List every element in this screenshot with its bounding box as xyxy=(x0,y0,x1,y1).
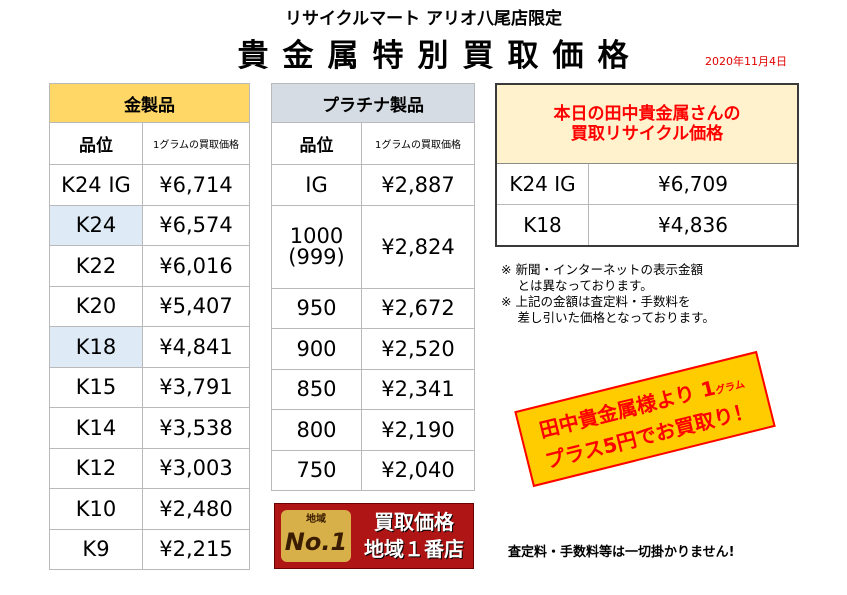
price-cell: ¥2,824 xyxy=(361,204,475,289)
today-price-cell: ¥6,709 xyxy=(658,172,728,196)
promo-unit: グラム xyxy=(714,379,747,397)
grade-cell: IG xyxy=(271,164,362,206)
table-row: 900 ¥2,520 xyxy=(271,328,475,370)
table-row: K24 ¥6,574 xyxy=(49,204,250,246)
today-grade-cell: K24 IG xyxy=(497,164,589,204)
grade-main: 1000 xyxy=(289,223,344,248)
table-row: K20 ¥5,407 xyxy=(49,285,250,327)
gold-price-table: 金製品 品位 1グラムの買取価格 K24 IG ¥6,714 K24 ¥6,574 … xyxy=(49,83,250,570)
note-line: ※ 新聞・インターネットの表示金額 xyxy=(501,262,703,277)
region-no1-banner: 地域 No.1 買取価格 地域１番店 xyxy=(274,503,474,569)
grade-cell: 750 xyxy=(271,449,362,491)
today-grade-cell: K18 xyxy=(497,205,589,245)
grade-cell: K22 xyxy=(49,245,143,287)
banner-line2: 地域１番店 xyxy=(364,537,464,561)
grade-cell: K20 xyxy=(49,285,143,327)
table-row: 950 ¥2,672 xyxy=(271,287,475,329)
gold-grade-column-header: 品位 xyxy=(49,122,143,165)
price-cell: ¥2,190 xyxy=(361,409,475,451)
table-row: K14 ¥3,538 xyxy=(49,407,250,449)
table-row: 850 ¥2,341 xyxy=(271,368,475,410)
price-cell: ¥6,574 xyxy=(142,204,250,246)
platinum-grade-column-header: 品位 xyxy=(271,122,362,165)
price-cell: ¥2,480 xyxy=(142,488,250,530)
price-cell: ¥3,791 xyxy=(142,366,250,408)
price-cell: ¥4,841 xyxy=(142,326,250,368)
grade-cell: K15 xyxy=(49,366,143,408)
price-cell: ¥2,887 xyxy=(361,164,475,206)
grade-cell: K12 xyxy=(49,447,143,489)
price-cell: ¥5,407 xyxy=(142,285,250,327)
table-row: K10 ¥2,480 xyxy=(49,488,250,530)
grade-cell: 800 xyxy=(271,409,362,451)
price-cell: ¥2,215 xyxy=(142,528,250,570)
today-price-heading: 本日の田中貴金属さんの 買取リサイクル価格 xyxy=(497,85,797,164)
today-price-box: 本日の田中貴金属さんの 買取リサイクル価格 K24 IG ¥6,709 K18 … xyxy=(495,83,799,247)
store-name: リサイクルマート アリオ八尾店限定 xyxy=(284,9,563,29)
table-row: IG ¥2,887 xyxy=(271,164,475,206)
platinum-price-table: プラチナ製品 品位 1グラムの買取価格 IG ¥2,887 1000 (999) … xyxy=(271,83,475,491)
table-row: 1000 (999) ¥2,824 xyxy=(271,204,475,289)
gold-price-column-header: 1グラムの買取価格 xyxy=(142,122,250,165)
grade-sub: (999) xyxy=(288,244,345,269)
price-cell: ¥2,040 xyxy=(361,449,475,491)
table-row: 800 ¥2,190 xyxy=(271,409,475,451)
grade-cell: K24 xyxy=(49,204,143,246)
price-cell: ¥2,672 xyxy=(361,287,475,329)
footer-note: 査定料・手数料等は一切掛かりません! xyxy=(508,545,735,560)
date-label: 2020年11月4日 xyxy=(705,55,787,68)
gold-category-header: 金製品 xyxy=(49,83,250,123)
no1-badge: 地域 No.1 xyxy=(281,510,351,562)
grade-cell: 900 xyxy=(271,328,362,370)
badge-top-text: 地域 xyxy=(306,514,326,525)
price-cell: ¥6,016 xyxy=(142,245,250,287)
price-cell: ¥2,520 xyxy=(361,328,475,370)
page-title: 貴金属特別買取価格 xyxy=(237,38,643,74)
table-row: 750 ¥2,040 xyxy=(271,449,475,491)
platinum-category-header: プラチナ製品 xyxy=(271,83,475,123)
price-cell: ¥3,003 xyxy=(142,447,250,489)
today-row: K18 ¥4,836 xyxy=(497,205,797,245)
banner-line1: 買取価格 xyxy=(374,510,454,534)
grade-cell: K18 xyxy=(49,326,143,368)
price-cell: ¥6,714 xyxy=(142,164,250,206)
today-row: K24 IG ¥6,709 xyxy=(497,164,797,205)
grade-cell: K14 xyxy=(49,407,143,449)
table-row: K12 ¥3,003 xyxy=(49,447,250,489)
grade-cell: K24 IG xyxy=(49,164,143,206)
table-row: K22 ¥6,016 xyxy=(49,245,250,287)
table-row: K24 IG ¥6,714 xyxy=(49,164,250,206)
table-row: K9 ¥2,215 xyxy=(49,528,250,570)
today-heading-line1: 本日の田中貴金属さんの xyxy=(553,104,741,124)
today-heading-line2: 買取リサイクル価格 xyxy=(570,124,724,144)
grade-cell: 1000 (999) xyxy=(271,204,362,289)
grade-cell: K10 xyxy=(49,488,143,530)
badge-main-text: No.1 xyxy=(284,528,348,556)
grade-cell: K9 xyxy=(49,528,143,570)
grade-cell: 850 xyxy=(271,368,362,410)
price-cell: ¥2,341 xyxy=(361,368,475,410)
today-price-cell: ¥4,836 xyxy=(658,213,728,237)
table-row: K18 ¥4,841 xyxy=(49,326,250,368)
table-row: K15 ¥3,791 xyxy=(49,366,250,408)
price-cell: ¥3,538 xyxy=(142,407,250,449)
banner-text: 買取価格 地域１番店 xyxy=(357,509,471,563)
note-line: ※ 上記の金額は査定料・手数料を xyxy=(501,294,691,309)
promo-sticker: 田中貴金属様より 1グラム プラス5円でお買取り！ xyxy=(514,350,776,488)
grade-cell: 950 xyxy=(271,287,362,329)
note-line: とは異なっております。 xyxy=(501,278,653,293)
platinum-price-column-header: 1グラムの買取価格 xyxy=(361,122,475,165)
notes: ※ 新聞・インターネットの表示金額 とは異なっております。 ※ 上記の金額は査定… xyxy=(501,262,715,326)
note-line: 差し引いた価格となっております。 xyxy=(501,310,715,325)
